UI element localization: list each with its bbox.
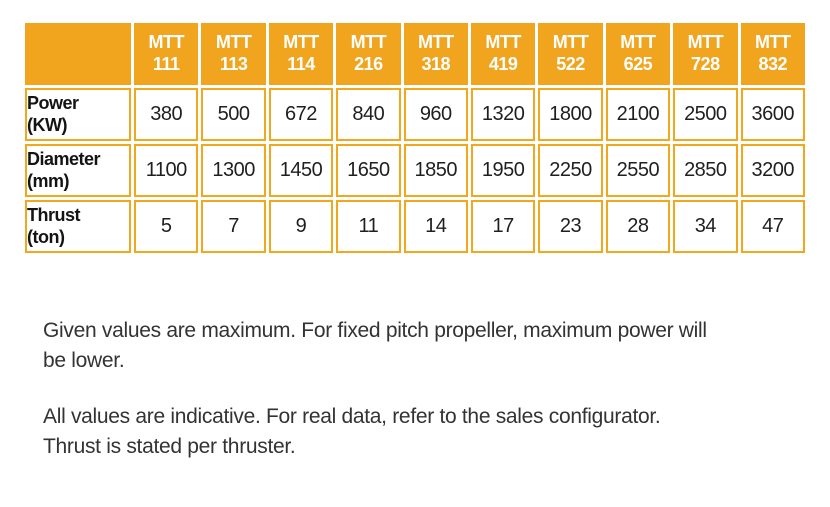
value-cell: 1650	[336, 144, 401, 197]
value-cell: 2100	[605, 88, 671, 141]
row-label-power: Power (KW)	[25, 88, 131, 141]
value-cell: 1300	[201, 144, 266, 197]
value-cell: 1450	[268, 144, 334, 197]
value-cell: 5	[134, 200, 199, 253]
col-header-mtt-114: MTT 114	[268, 23, 334, 85]
col-header-mtt-419: MTT 419	[470, 23, 536, 85]
model-code: 111	[152, 54, 180, 74]
value-cell: 960	[403, 88, 468, 141]
row-label: Thrust	[27, 205, 81, 226]
col-header-mtt-216: MTT 216	[336, 23, 401, 85]
model-series: MTT	[350, 32, 387, 53]
value-cell: 500	[201, 88, 266, 141]
model-series: MTT	[552, 32, 589, 53]
col-header-mtt-318: MTT 318	[403, 23, 468, 85]
value-cell: 7	[201, 200, 266, 253]
table-header-row: MTT 111 MTT 113 MTT 114 MTT 216 MTT 318 MTT 41…	[25, 23, 805, 85]
row-unit: (KW)	[27, 114, 67, 135]
model-code: 625	[623, 54, 653, 74]
note-line: Given values are maximum. For fixed pitc…	[43, 319, 707, 342]
value-cell: 840	[336, 88, 401, 141]
value-cell: 672	[268, 88, 334, 141]
table-row-power: Power (KW) 380 500 672 840 960 1320 1800 …	[25, 88, 805, 141]
model-code: 522	[556, 54, 585, 74]
model-series: MTT	[687, 32, 724, 53]
model-code: 728	[691, 54, 720, 74]
col-header-mtt-625: MTT 625	[605, 23, 671, 85]
value-cell: 17	[470, 200, 536, 253]
model-series: MTT	[418, 32, 454, 53]
row-unit: (mm)	[27, 170, 70, 191]
note-line: Thrust is stated per thruster.	[43, 435, 296, 458]
value-cell: 9	[268, 200, 334, 253]
value-cell: 1320	[470, 88, 536, 141]
value-cell: 1800	[538, 88, 603, 141]
note-paragraph-max-values: Given values are maximum. For fixed pitc…	[43, 316, 783, 376]
model-code: 114	[287, 54, 315, 74]
value-cell: 2850	[673, 144, 738, 197]
row-label-thrust: Thrust (ton)	[25, 200, 131, 253]
col-header-mtt-111: MTT 111	[134, 23, 199, 85]
model-code: 419	[488, 54, 518, 74]
value-cell: 23	[538, 200, 603, 253]
table-row-thrust: Thrust (ton) 5 7 9 11 14 17 23 28 34 47	[25, 200, 805, 253]
corner-cell	[25, 23, 131, 85]
model-code: 318	[421, 54, 451, 74]
value-cell: 2550	[605, 144, 671, 197]
note-line: be lower.	[43, 349, 125, 372]
model-code: 216	[354, 54, 383, 74]
row-unit: (ton)	[27, 226, 65, 247]
value-cell: 11	[336, 200, 401, 253]
value-cell: 380	[134, 88, 199, 141]
col-header-mtt-522: MTT 522	[538, 23, 603, 85]
thruster-spec-table: MTT 111 MTT 113 MTT 114 MTT 216 MTT 318 MTT 41…	[22, 20, 808, 256]
value-cell: 28	[605, 200, 671, 253]
model-series: MTT	[755, 32, 791, 53]
value-cell: 14	[403, 200, 468, 253]
note-line: All values are indicative. For real data…	[43, 405, 661, 428]
value-cell: 3200	[740, 144, 805, 197]
model-series: MTT	[148, 32, 184, 53]
table-row-diameter: Diameter (mm) 1100 1300 1450 1650 1850 19…	[25, 144, 805, 197]
model-series: MTT	[215, 32, 252, 53]
col-header-mtt-832: MTT 832	[740, 23, 805, 85]
value-cell: 1850	[403, 144, 468, 197]
model-code: 113	[219, 54, 248, 74]
model-series: MTT	[485, 32, 521, 53]
value-cell: 34	[673, 200, 738, 253]
row-label: Power	[27, 93, 79, 114]
value-cell: 1950	[470, 144, 536, 197]
note-paragraph-indicative: All values are indicative. For real data…	[43, 402, 783, 462]
value-cell: 2250	[538, 144, 603, 197]
row-label: Diameter	[27, 149, 101, 170]
model-series: MTT	[283, 32, 319, 53]
value-cell: 3600	[740, 88, 805, 141]
value-cell: 1100	[134, 144, 199, 197]
row-label-diameter: Diameter (mm)	[25, 144, 131, 197]
col-header-mtt-728: MTT 728	[673, 23, 738, 85]
value-cell: 2500	[673, 88, 738, 141]
col-header-mtt-113: MTT 113	[201, 23, 266, 85]
model-code: 832	[758, 54, 788, 74]
model-series: MTT	[620, 32, 656, 53]
value-cell: 47	[740, 200, 805, 253]
